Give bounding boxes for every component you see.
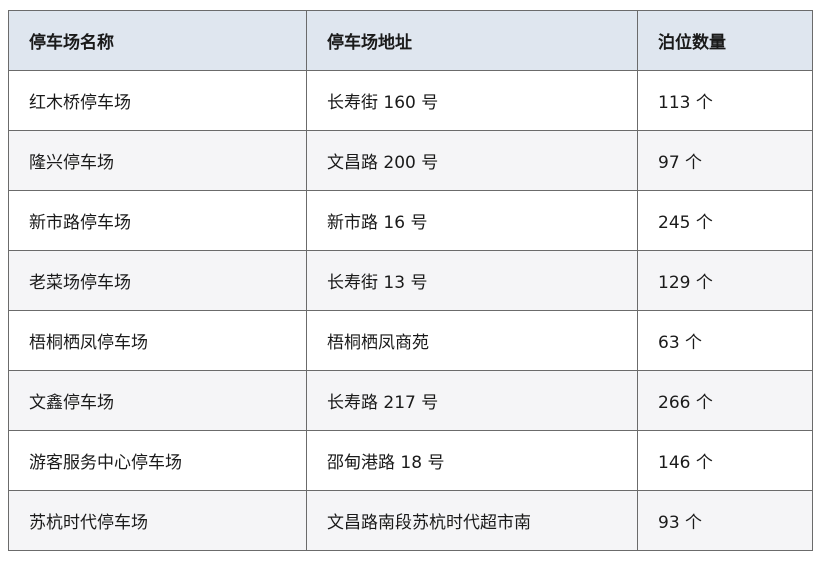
- table-row: 文鑫停车场 长寿路 217 号 266 个: [8, 370, 813, 431]
- table-row: 新市路停车场 新市路 16 号 245 个: [8, 190, 813, 251]
- cell-name: 游客服务中心停车场: [8, 430, 307, 491]
- cell-spaces: 129 个: [637, 250, 813, 311]
- table-row: 红木桥停车场 长寿街 160 号 113 个: [8, 70, 813, 131]
- cell-address: 文昌路南段苏杭时代超市南: [306, 490, 638, 551]
- cell-spaces: 113 个: [637, 70, 813, 131]
- parking-table: 停车场名称 停车场地址 泊位数量 红木桥停车场 长寿街 160 号 113 个隆兴停…: [8, 10, 813, 551]
- cell-spaces: 245 个: [637, 190, 813, 251]
- cell-address: 长寿街 160 号: [306, 70, 638, 131]
- table-row: 梧桐栖凤停车场 梧桐栖凤商苑 63 个: [8, 310, 813, 371]
- table-row: 游客服务中心停车场 邵甸港路 18 号 146 个: [8, 430, 813, 491]
- header-row: 停车场名称 停车场地址 泊位数量: [8, 10, 813, 71]
- cell-name: 红木桥停车场: [8, 70, 307, 131]
- cell-name: 文鑫停车场: [8, 370, 307, 431]
- cell-spaces: 63 个: [637, 310, 813, 371]
- cell-name: 老菜场停车场: [8, 250, 307, 311]
- cell-address: 新市路 16 号: [306, 190, 638, 251]
- table-row: 隆兴停车场 文昌路 200 号 97 个: [8, 130, 813, 191]
- table-row: 苏杭时代停车场 文昌路南段苏杭时代超市南 93 个: [8, 490, 813, 551]
- cell-address: 长寿街 13 号: [306, 250, 638, 311]
- table-row: 老菜场停车场 长寿街 13 号 129 个: [8, 250, 813, 311]
- cell-address: 文昌路 200 号: [306, 130, 638, 191]
- header-name: 停车场名称: [8, 10, 307, 71]
- cell-address: 梧桐栖凤商苑: [306, 310, 638, 371]
- header-spaces: 泊位数量: [637, 10, 813, 71]
- cell-name: 隆兴停车场: [8, 130, 307, 191]
- cell-spaces: 266 个: [637, 370, 813, 431]
- cell-spaces: 93 个: [637, 490, 813, 551]
- cell-spaces: 97 个: [637, 130, 813, 191]
- cell-address: 长寿路 217 号: [306, 370, 638, 431]
- cell-name: 新市路停车场: [8, 190, 307, 251]
- cell-spaces: 146 个: [637, 430, 813, 491]
- cell-name: 苏杭时代停车场: [8, 490, 307, 551]
- header-address: 停车场地址: [306, 10, 638, 71]
- cell-name: 梧桐栖凤停车场: [8, 310, 307, 371]
- cell-address: 邵甸港路 18 号: [306, 430, 638, 491]
